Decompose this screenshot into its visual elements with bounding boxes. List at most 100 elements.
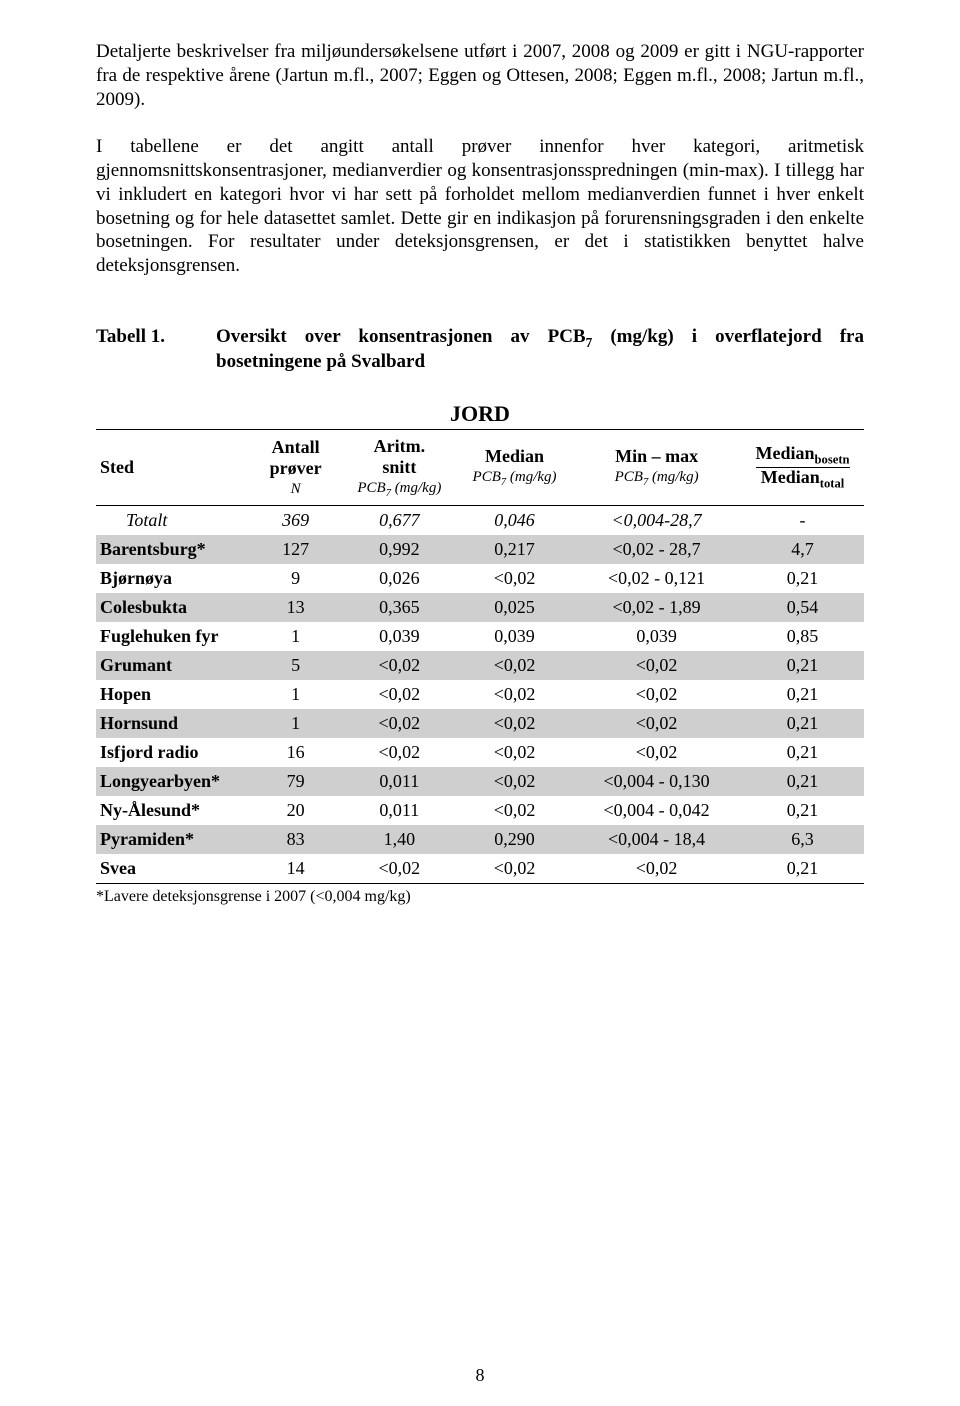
cell-ratio: 0,21 [741,767,864,796]
ratio-sub-bot: total [820,476,844,490]
cell-minmax: 0,039 [572,622,741,651]
table-footnote: *Lavere deteksjonsgrense i 2007 (<0,004 … [96,888,864,906]
th-median-label: Median [485,446,544,466]
cell-minmax: <0,02 [572,738,741,767]
cell-ratio: 0,21 [741,651,864,680]
th-minmax: Min – max PCB7 (mg/kg) [572,429,741,505]
cell-minmax: <0,004-28,7 [572,505,741,535]
table-header-row: Sted Antall prøver N Aritm. snitt PCB7 (… [96,429,864,505]
th-median: Median PCB7 (mg/kg) [457,429,572,505]
cell-n: 13 [250,593,342,622]
cell-minmax: <0,02 [572,680,741,709]
cell-median: <0,02 [457,796,572,825]
cell-aritm: <0,02 [342,738,457,767]
cell-ratio: - [741,505,864,535]
table-row: Fuglehuken fyr10,0390,0390,0390,85 [96,622,864,651]
cell-sted: Fuglehuken fyr [96,622,250,651]
cell-median: <0,02 [457,854,572,884]
page-number: 8 [0,1365,960,1386]
th-minmax-sub: PCB7 (mg/kg) [576,469,737,488]
th-antall-a: Antall [272,437,320,457]
cell-sted: Totalt [96,505,250,535]
cell-minmax: <0,004 - 0,130 [572,767,741,796]
table-row: Ny-Ålesund*200,011<0,02<0,004 - 0,0420,2… [96,796,864,825]
cell-sted: Hopen [96,680,250,709]
cell-n: 83 [250,825,342,854]
th-antall: Antall prøver N [250,429,342,505]
th-antall-sub: N [254,481,338,498]
cell-minmax: <0,02 - 28,7 [572,535,741,564]
cell-minmax: <0,02 [572,709,741,738]
cell-aritm: <0,02 [342,709,457,738]
cell-n: 1 [250,622,342,651]
table-row: Svea14<0,02<0,02<0,020,21 [96,854,864,884]
cell-ratio: 0,21 [741,564,864,593]
cell-median: <0,02 [457,564,572,593]
cell-aritm: 0,677 [342,505,457,535]
table-caption: Tabell 1. Oversikt over konsentrasjonen … [96,326,864,373]
table-caption-text: Oversikt over konsentrasjonen av PCB7 (m… [216,326,864,373]
cell-minmax: <0,02 [572,854,741,884]
cell-sted: Pyramiden* [96,825,250,854]
paragraph-1: Detaljerte beskrivelser fra miljøundersø… [96,40,864,111]
cell-n: 14 [250,854,342,884]
cell-n: 369 [250,505,342,535]
cell-median: 0,046 [457,505,572,535]
cell-median: 0,039 [457,622,572,651]
cell-n: 127 [250,535,342,564]
table-row: Hornsund1<0,02<0,02<0,020,21 [96,709,864,738]
cell-aritm: 0,026 [342,564,457,593]
table-row: Bjørnøya90,026<0,02<0,02 - 0,1210,21 [96,564,864,593]
cell-sted: Ny-Ålesund* [96,796,250,825]
cell-aritm: <0,02 [342,854,457,884]
cell-n: 79 [250,767,342,796]
cell-aritm: <0,02 [342,651,457,680]
table-row: Isfjord radio16<0,02<0,02<0,020,21 [96,738,864,767]
cell-minmax: <0,004 - 18,4 [572,825,741,854]
ratio-sub-top: bosetn [815,452,850,466]
cell-minmax: <0,02 [572,651,741,680]
cell-ratio: 0,21 [741,854,864,884]
cell-sted: Barentsburg* [96,535,250,564]
paragraph-2: I tabellene er det angitt antall prøver … [96,135,864,278]
caption-text-a: Oversikt over konsentrasjonen av PCB [216,326,586,347]
cell-median: <0,02 [457,680,572,709]
cell-median: <0,02 [457,738,572,767]
cell-median: 0,217 [457,535,572,564]
table-row: Grumant5<0,02<0,02<0,020,21 [96,651,864,680]
cell-aritm: 0,011 [342,796,457,825]
table-row: Colesbukta130,3650,025<0,02 - 1,890,54 [96,593,864,622]
th-aritm: Aritm. snitt PCB7 (mg/kg) [342,429,457,505]
cell-sted: Svea [96,854,250,884]
cell-sted: Longyearbyen* [96,767,250,796]
th-minmax-label: Min – max [615,446,698,466]
cell-minmax: <0,004 - 0,042 [572,796,741,825]
cell-n: 1 [250,709,342,738]
cell-median: <0,02 [457,651,572,680]
cell-sted: Grumant [96,651,250,680]
th-antall-b: prøver [270,458,322,478]
table-row: Hopen1<0,02<0,02<0,020,21 [96,680,864,709]
cell-minmax: <0,02 - 0,121 [572,564,741,593]
cell-ratio: 0,21 [741,709,864,738]
cell-ratio: 0,21 [741,738,864,767]
cell-sted: Colesbukta [96,593,250,622]
cell-aritm: 0,992 [342,535,457,564]
cell-sted: Bjørnøya [96,564,250,593]
cell-minmax: <0,02 - 1,89 [572,593,741,622]
cell-aritm: 0,039 [342,622,457,651]
th-sted: Sted [96,429,250,505]
cell-median: <0,02 [457,767,572,796]
table-body: Totalt3690,6770,046<0,004-28,7- Barentsbu… [96,505,864,883]
cell-ratio: 0,85 [741,622,864,651]
th-aritm-a: Aritm. [374,436,425,456]
table-caption-label: Tabell 1. [96,326,216,373]
cell-aritm: 1,40 [342,825,457,854]
cell-ratio: 0,54 [741,593,864,622]
cell-n: 5 [250,651,342,680]
table-title: JORD [96,401,864,427]
cell-aritm: 0,365 [342,593,457,622]
cell-n: 9 [250,564,342,593]
table-row: Pyramiden*831,400,290<0,004 - 18,46,3 [96,825,864,854]
th-aritm-b: snitt [382,457,416,477]
